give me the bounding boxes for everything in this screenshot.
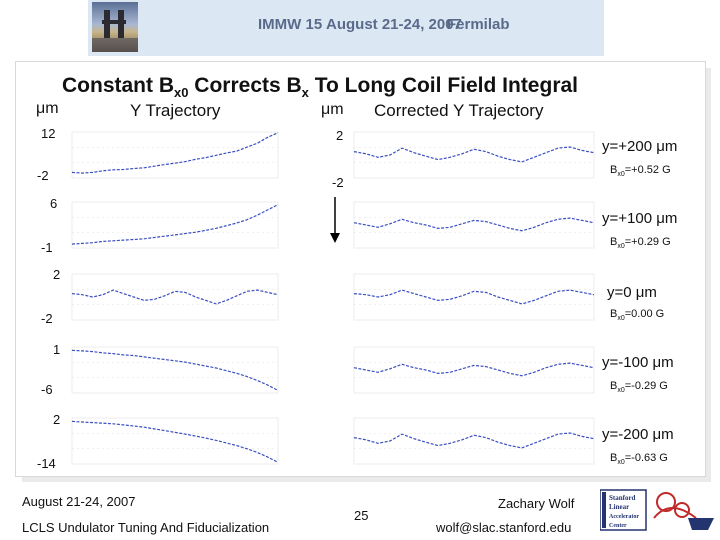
logo-word: Accelerator xyxy=(609,514,639,520)
plot-frame xyxy=(71,273,279,321)
plot-frame xyxy=(353,273,595,321)
trajectory-line xyxy=(353,289,595,305)
trajectory-line xyxy=(353,146,595,163)
bx0-value: Bx0=+0.52 G xyxy=(610,164,671,179)
footer-email: wolf@slac.stanford.edu xyxy=(436,520,572,535)
trajectory-line xyxy=(353,217,595,232)
plot-frame xyxy=(71,346,279,394)
offset-label: y=0 μm xyxy=(607,284,657,301)
left-unit-label: μm xyxy=(36,100,59,117)
right-unit-label: μm xyxy=(321,101,344,118)
offset-label: y=-100 μm xyxy=(602,354,674,371)
plot-corrected-p100 xyxy=(353,201,595,249)
trajectory-line xyxy=(353,362,595,377)
plot-corrected-m100 xyxy=(353,346,595,394)
trajectory-line xyxy=(71,289,279,305)
plot-y-trajectory-m100 xyxy=(71,346,279,394)
left-column-heading: Y Trajectory xyxy=(130,101,221,120)
trajectory-line xyxy=(71,420,279,463)
page-number: 25 xyxy=(354,508,369,523)
plot-frame xyxy=(71,131,279,179)
conference-location: Fermilab xyxy=(447,16,510,33)
down-arrow-icon xyxy=(330,197,340,243)
tick-label: -1 xyxy=(41,240,53,255)
trajectory-line xyxy=(71,349,279,391)
tick-label: 12 xyxy=(41,126,56,141)
slac-logo: Stanford Linear Accelerator Center xyxy=(599,488,716,532)
tick-label: 2 xyxy=(53,267,61,282)
plot-frame xyxy=(353,346,595,394)
logo-word: Center xyxy=(609,523,627,529)
trajectory-line xyxy=(71,204,279,245)
tick-label: -14 xyxy=(37,456,56,471)
tick-label: -2 xyxy=(41,311,53,326)
plot-y-trajectory-p200 xyxy=(71,131,279,179)
tick-label: 2 xyxy=(53,412,61,427)
plot-corrected-m200 xyxy=(353,417,595,465)
conference-name: IMMW 15 xyxy=(258,16,323,33)
footer-date: August 21-24, 2007 xyxy=(22,494,136,509)
tick-label: -2 xyxy=(332,175,344,190)
plot-y-trajectory-0 xyxy=(71,273,279,321)
slide-title: Constant Bx0 Corrects Bx To Long Coil Fi… xyxy=(62,74,578,101)
tick-label: -2 xyxy=(37,168,49,183)
tick-label: 6 xyxy=(50,196,58,211)
trajectory-line xyxy=(353,432,595,449)
plot-frame xyxy=(353,201,595,249)
bx0-value: Bx0=+0.29 G xyxy=(610,236,671,251)
plot-frame xyxy=(353,417,595,465)
plot-frame xyxy=(71,201,279,249)
tick-label: 1 xyxy=(53,342,61,357)
trajectory-line xyxy=(71,132,279,174)
plot-y-trajectory-m200 xyxy=(71,417,279,465)
bx0-value: Bx0=-0.63 G xyxy=(610,452,668,467)
tick-label: -6 xyxy=(41,382,53,397)
logo-word: Linear xyxy=(609,503,629,511)
bx0-value: Bx0=-0.29 G xyxy=(610,380,668,395)
plot-frame xyxy=(71,417,279,465)
offset-label: y=+200 μm xyxy=(602,138,678,155)
plot-y-trajectory-p100 xyxy=(71,201,279,249)
footer-author: Zachary Wolf xyxy=(498,496,575,511)
plot-frame xyxy=(353,131,595,179)
footer-subtitle: LCLS Undulator Tuning And Fiducializatio… xyxy=(22,520,270,535)
logo-word: Stanford xyxy=(609,494,636,502)
conference-dates: August 21-24, 2007 xyxy=(326,16,462,33)
tick-label: 2 xyxy=(336,128,344,143)
slide-body xyxy=(16,62,705,476)
offset-label: y=-200 μm xyxy=(602,426,674,443)
plot-corrected-p200 xyxy=(353,131,595,179)
bx0-value: Bx0=0.00 G xyxy=(610,308,665,323)
fermilab-photo xyxy=(92,2,138,52)
offset-label: y=+100 μm xyxy=(602,210,678,227)
plot-corrected-0 xyxy=(353,273,595,321)
header-banner xyxy=(88,0,604,56)
right-column-heading: Corrected Y Trajectory xyxy=(374,101,544,120)
